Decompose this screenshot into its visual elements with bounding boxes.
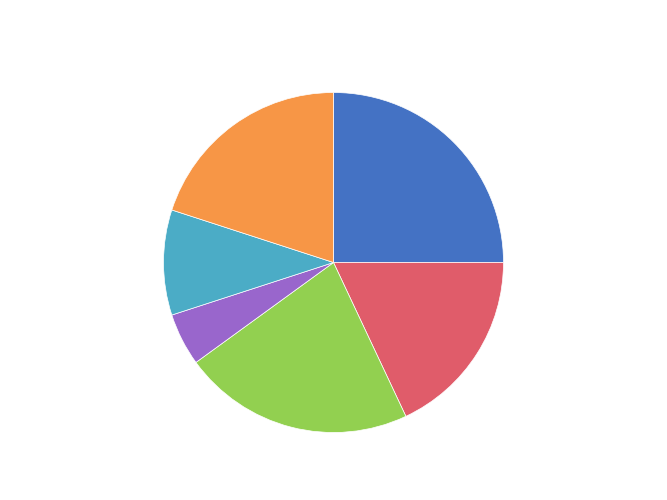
Wedge shape — [334, 92, 504, 262]
Wedge shape — [172, 262, 334, 362]
Wedge shape — [334, 262, 504, 416]
Wedge shape — [163, 210, 334, 315]
Wedge shape — [172, 92, 334, 262]
Wedge shape — [196, 262, 406, 432]
